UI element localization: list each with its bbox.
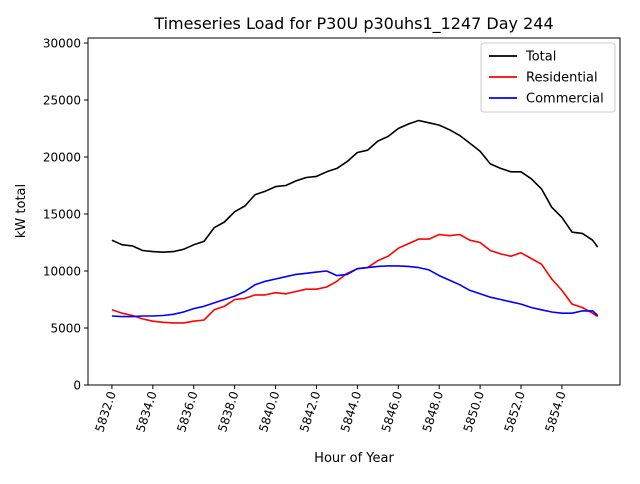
x-tick-label: 5852.0 — [502, 390, 528, 434]
legend: Total Residential Commercial — [480, 42, 616, 113]
y-tick-label: 30000 — [43, 37, 81, 51]
x-tick-label: 5846.0 — [379, 390, 405, 434]
x-tick-label: 5844.0 — [338, 390, 364, 434]
y-tick-label: 15000 — [43, 208, 81, 222]
plot-frame — [87, 37, 621, 386]
series-line-total — [111, 119, 599, 253]
x-tick-label: 5854.0 — [542, 390, 568, 434]
x-tick-label: 5848.0 — [420, 390, 446, 434]
series-line-commercial — [111, 265, 599, 318]
y-tick-label: 25000 — [43, 94, 81, 108]
x-axis-label: Hour of Year — [314, 451, 394, 466]
legend-label-residential: Residential — [526, 71, 598, 86]
x-tick-label: 5838.0 — [215, 390, 241, 434]
y-tick-label: 20000 — [43, 151, 81, 165]
x-tick-label: 5842.0 — [297, 390, 323, 434]
legend-label-commercial: Commercial — [526, 92, 604, 107]
y-tick-label: 0 — [73, 379, 81, 393]
y-axis-label: kW total — [14, 184, 29, 238]
chart-title: Timeseries Load for P30U p30uhs1_1247 Da… — [153, 14, 553, 34]
x-tick-label: 5832.0 — [92, 390, 118, 434]
x-tick-label: 5834.0 — [133, 390, 159, 434]
legend-label-total: Total — [525, 50, 556, 65]
x-tick-label: 5840.0 — [256, 390, 282, 434]
x-tick-label: 5836.0 — [174, 390, 200, 434]
x-tick-label: 5850.0 — [461, 390, 487, 434]
y-tick-label: 10000 — [43, 265, 81, 279]
y-tick-label: 5000 — [50, 322, 81, 336]
series-line-residential — [111, 233, 599, 324]
